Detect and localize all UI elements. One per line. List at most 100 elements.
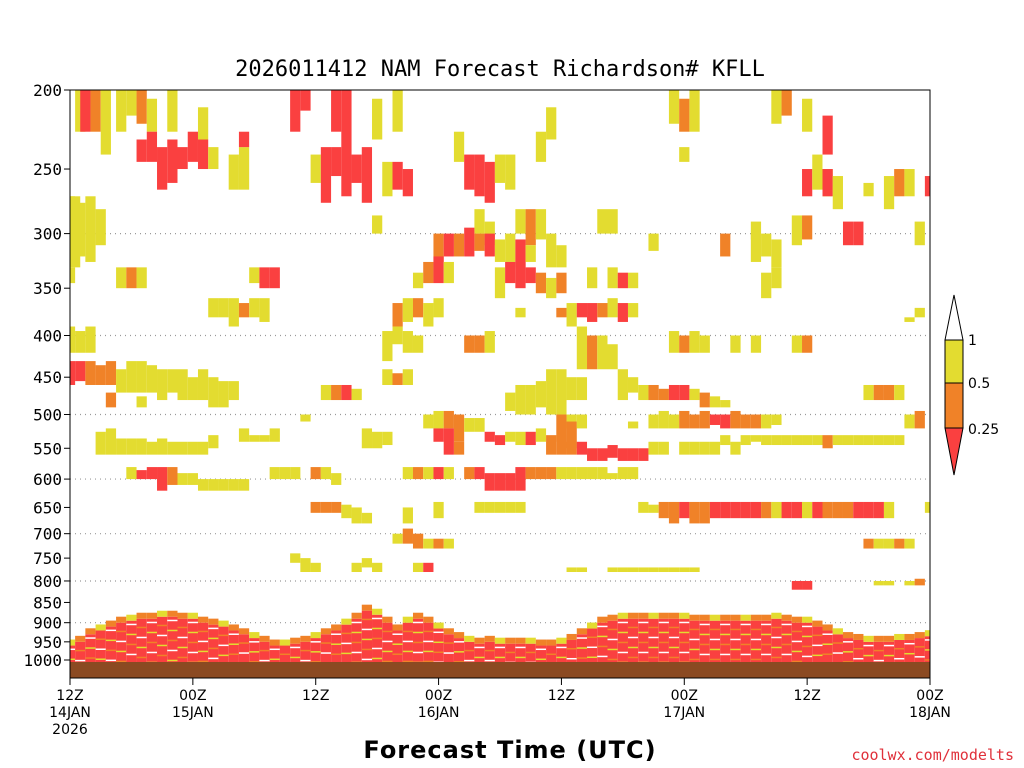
richardson-cells bbox=[70, 90, 930, 590]
low-band-fringe bbox=[699, 614, 710, 621]
low-band-streak bbox=[187, 621, 198, 624]
low-band-column bbox=[771, 618, 782, 664]
low-band-streak bbox=[771, 626, 782, 629]
low-band-fringe bbox=[228, 624, 239, 631]
ri-cell bbox=[505, 501, 516, 513]
ri-cell bbox=[228, 298, 239, 327]
low-band-column bbox=[95, 630, 106, 664]
ri-cell bbox=[894, 435, 905, 446]
low-band-streak bbox=[699, 653, 710, 656]
ri-cell bbox=[546, 435, 557, 455]
ri-cell bbox=[474, 467, 485, 480]
ri-cell bbox=[505, 473, 516, 491]
ri-cell bbox=[607, 344, 618, 370]
ri-cell bbox=[771, 239, 782, 268]
low-band-streak bbox=[689, 628, 700, 631]
ri-cell bbox=[617, 303, 628, 322]
ri-cell bbox=[587, 335, 598, 370]
ri-cell bbox=[720, 501, 731, 519]
low-band-fringe bbox=[556, 637, 567, 644]
ri-cell bbox=[679, 384, 690, 401]
low-band-fringe bbox=[515, 637, 526, 644]
low-band-streak bbox=[187, 651, 198, 654]
low-band-fringe bbox=[290, 637, 301, 644]
low-band-streak bbox=[791, 630, 803, 633]
low-band-streak bbox=[771, 656, 782, 659]
ri-cell bbox=[668, 414, 680, 429]
ri-cell bbox=[771, 267, 782, 289]
low-band-fringe bbox=[566, 633, 577, 640]
ri-cell bbox=[331, 90, 342, 132]
ri-cell bbox=[474, 418, 485, 432]
low-band-streak bbox=[873, 659, 884, 662]
low-band-fringe bbox=[116, 616, 127, 623]
low-band-streak bbox=[914, 646, 925, 648]
ri-cell bbox=[361, 147, 373, 203]
low-band-streak bbox=[85, 647, 96, 649]
low-band-streak bbox=[392, 643, 403, 645]
ri-cell bbox=[361, 428, 373, 449]
low-band-streak bbox=[638, 651, 649, 654]
low-band-fringe bbox=[412, 612, 424, 619]
low-band-streak bbox=[167, 649, 178, 652]
low-band-streak bbox=[791, 640, 803, 643]
x-tick-label: 12Z bbox=[548, 688, 575, 704]
ri-cell bbox=[904, 538, 915, 549]
ri-cell bbox=[177, 147, 188, 170]
ri-cell bbox=[781, 90, 792, 116]
low-band-streak bbox=[505, 651, 516, 654]
x-tick-label: 12Z bbox=[56, 688, 83, 704]
low-band-streak bbox=[382, 630, 393, 633]
low-band-streak bbox=[75, 649, 86, 652]
ri-cell bbox=[505, 392, 516, 411]
low-band-column bbox=[494, 643, 506, 664]
ri-cell bbox=[433, 428, 444, 442]
low-band-streak bbox=[310, 651, 321, 653]
x-tick-label: 00Z bbox=[179, 688, 206, 704]
ri-cell bbox=[105, 392, 117, 408]
low-band-column bbox=[535, 645, 547, 664]
low-band-streak bbox=[740, 633, 751, 636]
ri-cell bbox=[658, 441, 669, 455]
ri-cell bbox=[392, 90, 403, 132]
low-band-streak bbox=[904, 652, 915, 655]
ri-cell bbox=[730, 501, 741, 519]
ri-cell bbox=[546, 277, 557, 299]
low-band-fringe bbox=[679, 612, 690, 619]
ri-cell bbox=[505, 431, 516, 442]
low-band-streak bbox=[372, 627, 383, 630]
ri-cell bbox=[750, 414, 762, 429]
low-band-streak bbox=[95, 638, 106, 640]
low-band-column bbox=[761, 620, 772, 664]
ri-cell bbox=[638, 448, 649, 461]
ri-cell bbox=[699, 410, 710, 429]
ri-cell bbox=[587, 448, 598, 461]
low-band-fringe bbox=[587, 622, 598, 629]
low-band-streak bbox=[372, 647, 383, 650]
low-band-column bbox=[607, 620, 618, 664]
low-band-column bbox=[208, 624, 219, 664]
low-band-streak bbox=[259, 649, 270, 652]
low-band-streak bbox=[679, 631, 690, 634]
ri-cell bbox=[187, 377, 198, 401]
low-band-streak bbox=[341, 652, 352, 655]
y-tick-label: 750 bbox=[33, 549, 62, 568]
low-band-fringe bbox=[70, 639, 76, 646]
ri-cell bbox=[443, 233, 454, 257]
ri-cell bbox=[679, 98, 690, 132]
ri-cell bbox=[648, 504, 659, 513]
low-band-streak bbox=[443, 642, 454, 644]
low-band-column bbox=[617, 618, 628, 664]
low-band-streak bbox=[597, 625, 608, 628]
ri-cell bbox=[100, 90, 111, 155]
ri-cell bbox=[167, 441, 178, 455]
ri-cell bbox=[341, 139, 352, 197]
y-tick-label: 550 bbox=[33, 439, 62, 458]
ri-cell bbox=[310, 154, 321, 183]
low-band-streak bbox=[822, 633, 833, 635]
ri-cell bbox=[157, 147, 168, 190]
y-tick-label: 600 bbox=[33, 470, 62, 489]
low-band-column bbox=[597, 622, 608, 664]
low-band-streak bbox=[433, 631, 444, 634]
ri-cell bbox=[525, 267, 536, 284]
